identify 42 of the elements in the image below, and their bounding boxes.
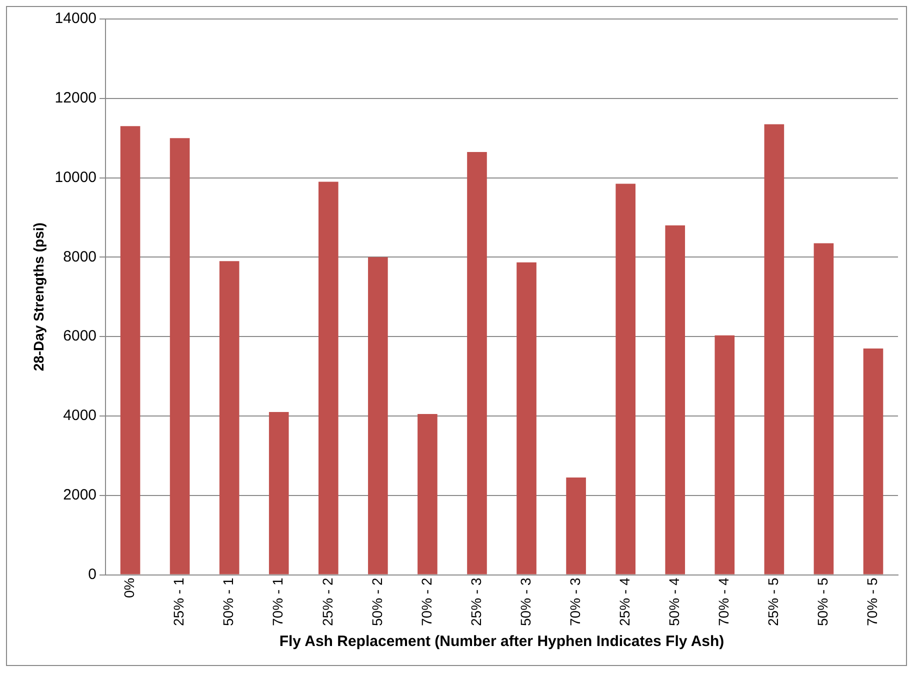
x-tick-label: 70% - 3 [566, 578, 583, 626]
y-tick-label: 6000 [63, 328, 97, 345]
bar [516, 262, 536, 574]
x-tick-label: 25% - 5 [765, 578, 782, 626]
bar [566, 477, 586, 574]
x-tick-label: 50% - 2 [368, 578, 385, 626]
bar [170, 138, 190, 574]
bar [665, 225, 686, 574]
bar [714, 335, 735, 574]
x-tick-label: 25% - 4 [616, 578, 632, 626]
bar [814, 243, 834, 574]
x-tick-label: 0% [121, 578, 138, 598]
bar [418, 414, 438, 574]
x-tick-label: 70% - 5 [864, 578, 880, 626]
y-tick-label: 0 [88, 566, 97, 583]
bar [368, 257, 388, 574]
x-tick-label: 50% - 4 [666, 578, 682, 626]
bar [219, 261, 240, 574]
x-tick-label: 50% - 1 [220, 578, 236, 626]
y-tick-label: 4000 [63, 407, 97, 424]
bar [863, 348, 884, 574]
x-tick-label: 70% - 4 [716, 578, 732, 626]
bar [616, 184, 636, 574]
y-axis-title: 28-Day Strengths (psi) [30, 222, 46, 372]
y-tick-label: 12000 [54, 90, 97, 107]
x-tick-label: 25% - 2 [319, 578, 336, 626]
x-tick-label: 25% - 1 [170, 578, 187, 626]
bar [318, 182, 338, 574]
bar [120, 126, 140, 574]
x-tick-label: 50% - 3 [517, 578, 534, 626]
bar [467, 152, 487, 574]
x-tick-label: 50% - 5 [814, 578, 831, 626]
bar [764, 124, 784, 574]
y-tick-label: 10000 [54, 168, 97, 186]
bar [268, 412, 289, 574]
y-tick-label: 2000 [63, 486, 97, 504]
x-axis-title: Fly Ash Replacement (Number after Hyphen Indicates Fly Ash) [279, 633, 724, 650]
x-tick-label: 25% - 3 [468, 578, 484, 626]
y-tick-label: 8000 [63, 248, 97, 266]
y-tick-label: 14000 [54, 10, 97, 28]
x-tick-label: 70% - 2 [418, 578, 434, 626]
x-tick-label: 70% - 1 [270, 578, 286, 626]
